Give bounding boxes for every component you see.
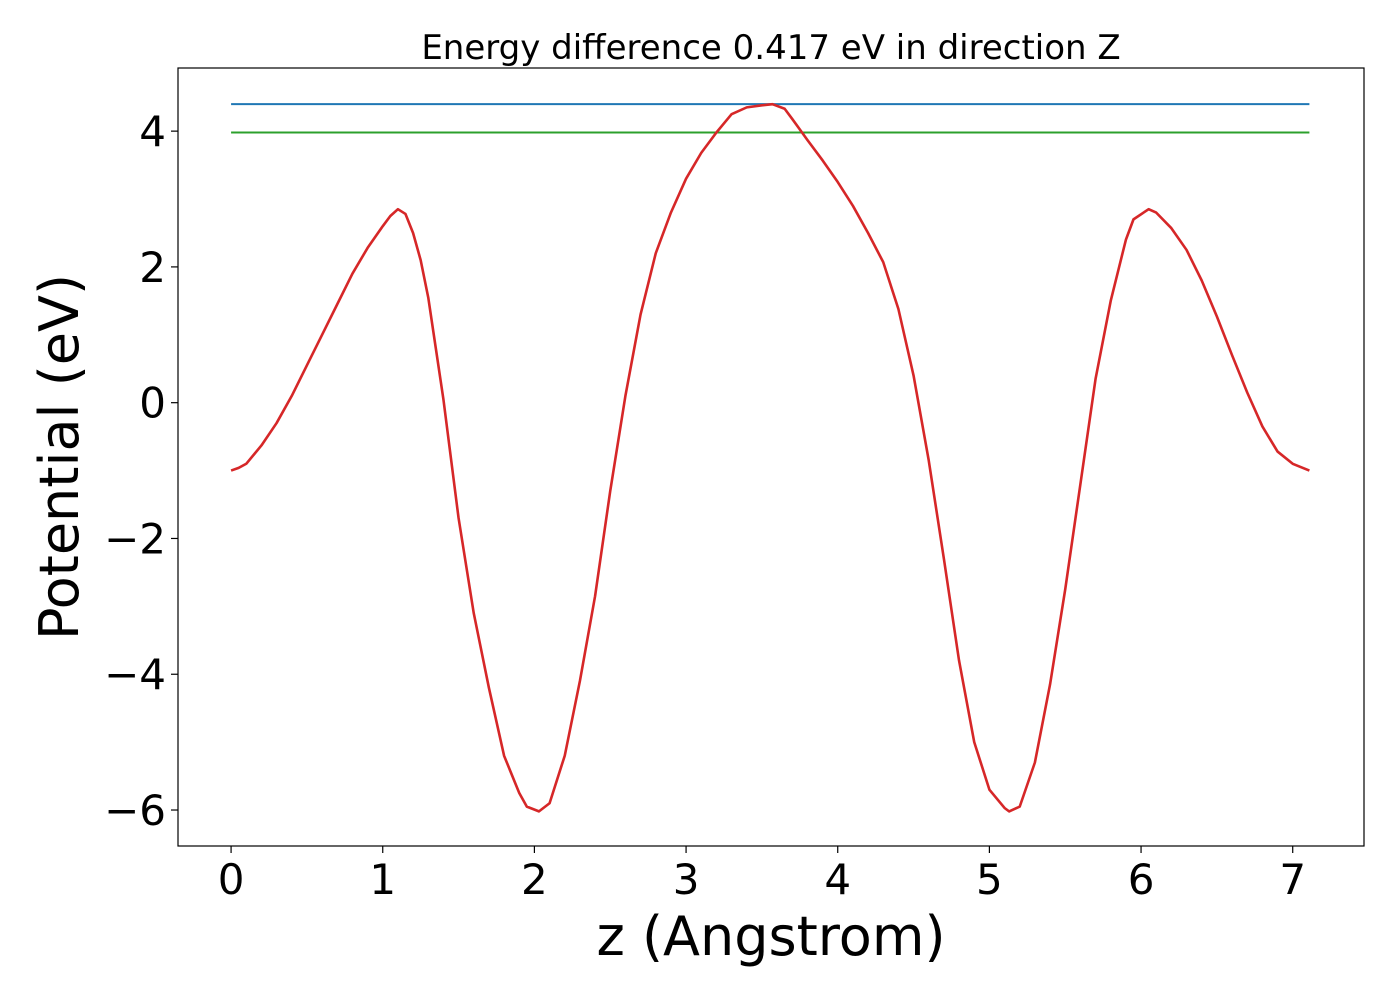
x-tick-label: 4 (824, 855, 851, 904)
x-tick-label: 6 (1128, 855, 1155, 904)
y-axis-label: Potential (eV) (28, 274, 91, 640)
x-tick-label: 5 (976, 855, 1003, 904)
y-tick-label: 0 (139, 379, 166, 428)
x-tick-label: 2 (521, 855, 548, 904)
x-tick-label: 1 (369, 855, 396, 904)
x-tick-label: 0 (218, 855, 245, 904)
y-tick-label: −2 (104, 514, 166, 563)
chart-title: Energy difference 0.417 eV in direction … (421, 28, 1120, 68)
plot-area (230, 102, 1310, 813)
x-axis-label: z (Angstrom) (596, 905, 945, 968)
x-tick-label: 3 (673, 855, 700, 904)
x-tick-label: 7 (1279, 855, 1306, 904)
axes-frame (177, 67, 1365, 847)
y-tick-label: 2 (139, 243, 166, 292)
series-line (230, 102, 1310, 813)
y-tick-label: −4 (104, 650, 166, 699)
y-tick-label: −6 (104, 786, 166, 835)
y-tick-label: 4 (139, 107, 166, 156)
